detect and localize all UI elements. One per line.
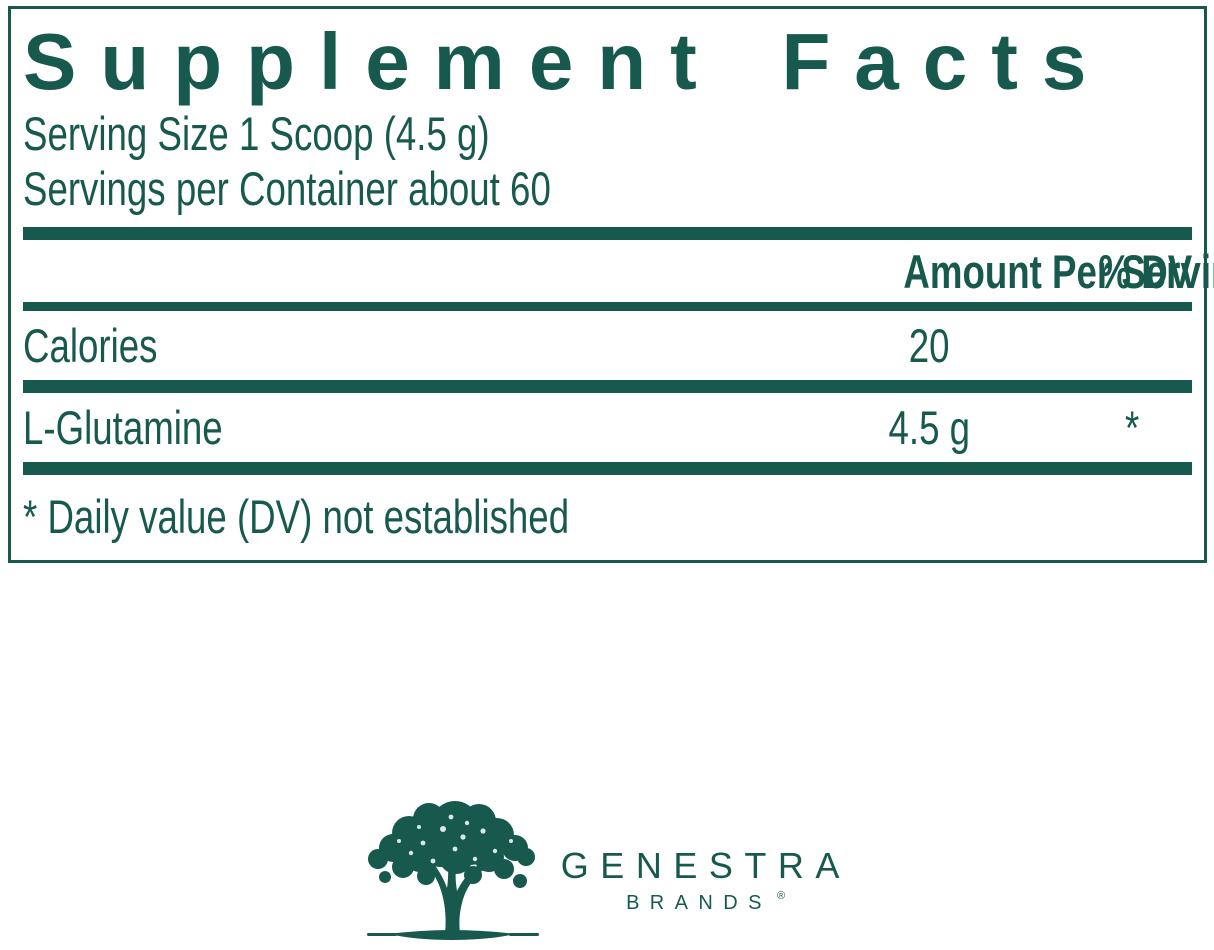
nutrient-amount: 4.5 g [888, 401, 970, 455]
supplement-facts-panel: Supplement Facts Serving Size 1 Scoop (4… [8, 6, 1214, 563]
footnote-text: * Daily value (DV) not established [23, 490, 570, 544]
divider-bar-under-header [23, 302, 1192, 312]
nutrient-name-cell: L-Glutamine [23, 400, 804, 455]
brand-name: GENESTRA [560, 845, 851, 886]
nutrient-name: Calories [23, 319, 158, 373]
serving-size-text: Serving Size 1 Scoop (4.5 g) [23, 107, 490, 161]
divider-bar-bottom [23, 462, 1192, 476]
servings-per-container-text: Servings per Container about 60 [23, 162, 551, 216]
table-row-l-glutamine: L-Glutamine 4.5 g * [23, 393, 1192, 462]
tree-icon [363, 793, 541, 945]
brand-text-block: GENESTRA BRANDS ® [555, 845, 851, 914]
brand-logo: GENESTRA BRANDS ® [0, 793, 1214, 945]
dv-header-cell: % DV [1072, 244, 1192, 299]
footnote-line: * Daily value (DV) not established [23, 489, 1192, 544]
nutrient-amount-cell: 20 [804, 318, 1054, 373]
divider-bar-mid [23, 380, 1192, 394]
nutrient-amount-cell: 4.5 g [804, 400, 1054, 455]
nutrient-dv-cell: * [1072, 400, 1192, 455]
nutrient-dv: * [1124, 401, 1140, 455]
servings-per-container-line: Servings per Container about 60 [23, 162, 1192, 215]
supplement-facts-title: Supplement Facts [23, 17, 1111, 106]
brand-subtitle: BRANDS ® [621, 890, 786, 914]
nutrient-name-cell: Calories [23, 318, 804, 373]
brand-sub-text: BRANDS [626, 892, 772, 914]
dv-header-label: % DV [1098, 244, 1193, 298]
divider-bar-top [23, 227, 1192, 241]
table-header-row: Amount Per Serving % DV [23, 240, 1214, 302]
serving-size-line: Serving Size 1 Scoop (4.5 g) [23, 107, 1192, 160]
nutrient-dv-cell [1072, 318, 1192, 373]
table-row-calories: Calories 20 [23, 311, 1192, 380]
registered-trademark-symbol: ® [777, 890, 786, 902]
nutrient-name: L-Glutamine [23, 401, 223, 455]
amount-header-label: Amount Per Serving [903, 244, 1214, 298]
amount-header-cell: Amount Per Serving [804, 244, 1214, 299]
nutrient-amount: 20 [908, 319, 950, 373]
